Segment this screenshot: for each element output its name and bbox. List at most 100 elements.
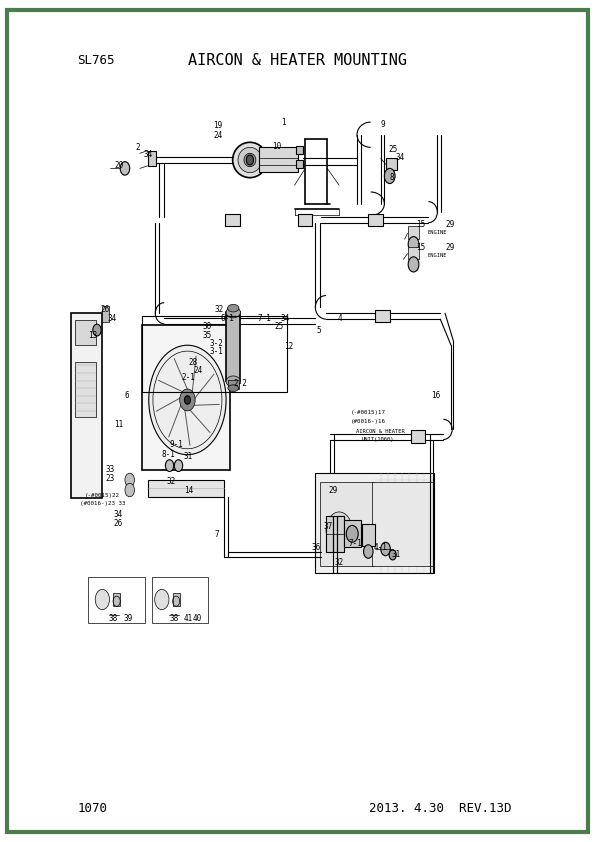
- Circle shape: [246, 155, 253, 165]
- Text: 29: 29: [328, 486, 338, 494]
- Circle shape: [125, 483, 134, 497]
- Text: 4: 4: [338, 314, 343, 322]
- Circle shape: [120, 162, 130, 175]
- Bar: [148, 151, 156, 166]
- Text: (#0016-)23 33: (#0016-)23 33: [80, 501, 125, 506]
- Bar: [372, 482, 433, 566]
- Text: UNIT(1060): UNIT(1060): [362, 437, 394, 442]
- Bar: [362, 524, 375, 546]
- Text: 41: 41: [183, 614, 193, 622]
- Text: 29: 29: [445, 221, 455, 229]
- Circle shape: [381, 542, 390, 556]
- Text: 9-1: 9-1: [170, 440, 183, 449]
- Text: 33: 33: [106, 466, 115, 474]
- Ellipse shape: [233, 142, 267, 178]
- Ellipse shape: [244, 153, 256, 167]
- Text: 24: 24: [193, 366, 203, 375]
- Circle shape: [165, 460, 174, 472]
- Bar: [226, 312, 240, 381]
- Text: 3-1: 3-1: [209, 348, 223, 356]
- Text: 37: 37: [323, 522, 333, 530]
- Text: 31: 31: [183, 452, 193, 461]
- Circle shape: [180, 389, 195, 411]
- Bar: [298, 214, 312, 226]
- Bar: [225, 214, 240, 226]
- Text: SL765: SL765: [77, 54, 115, 67]
- Text: 29: 29: [445, 243, 455, 252]
- Text: 38: 38: [170, 614, 179, 622]
- Bar: [148, 480, 224, 497]
- Text: 2-1: 2-1: [181, 373, 195, 381]
- Circle shape: [125, 473, 134, 487]
- Text: 19: 19: [213, 121, 223, 130]
- Circle shape: [326, 512, 352, 549]
- Text: 15: 15: [416, 221, 426, 229]
- Text: 16: 16: [431, 392, 441, 400]
- Ellipse shape: [226, 307, 240, 317]
- Bar: [259, 147, 298, 172]
- Text: 7-1: 7-1: [257, 314, 271, 322]
- Text: 20: 20: [114, 162, 124, 170]
- Text: 24: 24: [213, 131, 223, 140]
- Text: 1: 1: [281, 118, 286, 126]
- Text: 32: 32: [167, 477, 176, 486]
- Text: 23: 23: [106, 474, 115, 482]
- Text: 34: 34: [107, 314, 117, 322]
- Text: 35: 35: [202, 331, 212, 339]
- Text: 15: 15: [416, 243, 426, 252]
- Circle shape: [332, 520, 346, 541]
- Text: 26: 26: [100, 306, 109, 314]
- Ellipse shape: [226, 376, 240, 387]
- Text: 32: 32: [334, 558, 344, 567]
- Bar: [75, 320, 96, 345]
- Text: 7-1: 7-1: [348, 540, 362, 548]
- Bar: [75, 362, 96, 417]
- Bar: [113, 593, 120, 606]
- Text: 40: 40: [193, 614, 202, 622]
- Text: 2: 2: [136, 143, 140, 152]
- Bar: [142, 325, 230, 470]
- Text: 39: 39: [124, 614, 133, 622]
- Text: (-#0015)17: (-#0015)17: [351, 410, 386, 415]
- Bar: [326, 516, 344, 552]
- Text: 34: 34: [281, 314, 290, 322]
- Text: 38: 38: [108, 614, 118, 622]
- Text: 10: 10: [272, 142, 281, 151]
- Text: 8-1: 8-1: [162, 450, 176, 459]
- Bar: [386, 158, 397, 170]
- Text: 11: 11: [114, 420, 124, 429]
- Text: 28: 28: [188, 358, 198, 366]
- Bar: [408, 226, 419, 239]
- Text: ENGINE: ENGINE: [427, 253, 447, 258]
- Text: 5: 5: [317, 326, 321, 334]
- Circle shape: [408, 257, 419, 272]
- Bar: [71, 313, 102, 498]
- Text: 1070: 1070: [77, 802, 107, 815]
- Bar: [88, 577, 145, 623]
- Bar: [315, 473, 434, 573]
- Text: 30: 30: [202, 322, 212, 331]
- Text: 13: 13: [88, 331, 98, 339]
- Text: AIRCON & HEATER MOUNTING: AIRCON & HEATER MOUNTING: [188, 53, 407, 68]
- Text: 9: 9: [381, 120, 386, 129]
- Ellipse shape: [238, 147, 262, 173]
- Circle shape: [389, 550, 396, 560]
- Circle shape: [93, 324, 101, 336]
- Text: 36: 36: [312, 543, 321, 552]
- Text: (#0016-)16: (#0016-)16: [351, 418, 386, 424]
- Circle shape: [184, 396, 190, 404]
- Bar: [411, 430, 425, 443]
- Bar: [408, 247, 419, 259]
- Bar: [375, 310, 390, 322]
- Bar: [344, 520, 361, 547]
- Text: ENGINE: ENGINE: [427, 230, 447, 235]
- Bar: [296, 146, 303, 154]
- Ellipse shape: [228, 385, 239, 392]
- Circle shape: [149, 345, 226, 455]
- Circle shape: [95, 589, 109, 610]
- Circle shape: [155, 589, 169, 610]
- Bar: [152, 577, 208, 623]
- Text: 2-2: 2-2: [233, 380, 247, 388]
- Text: 31: 31: [392, 550, 401, 558]
- Text: 8: 8: [390, 173, 394, 182]
